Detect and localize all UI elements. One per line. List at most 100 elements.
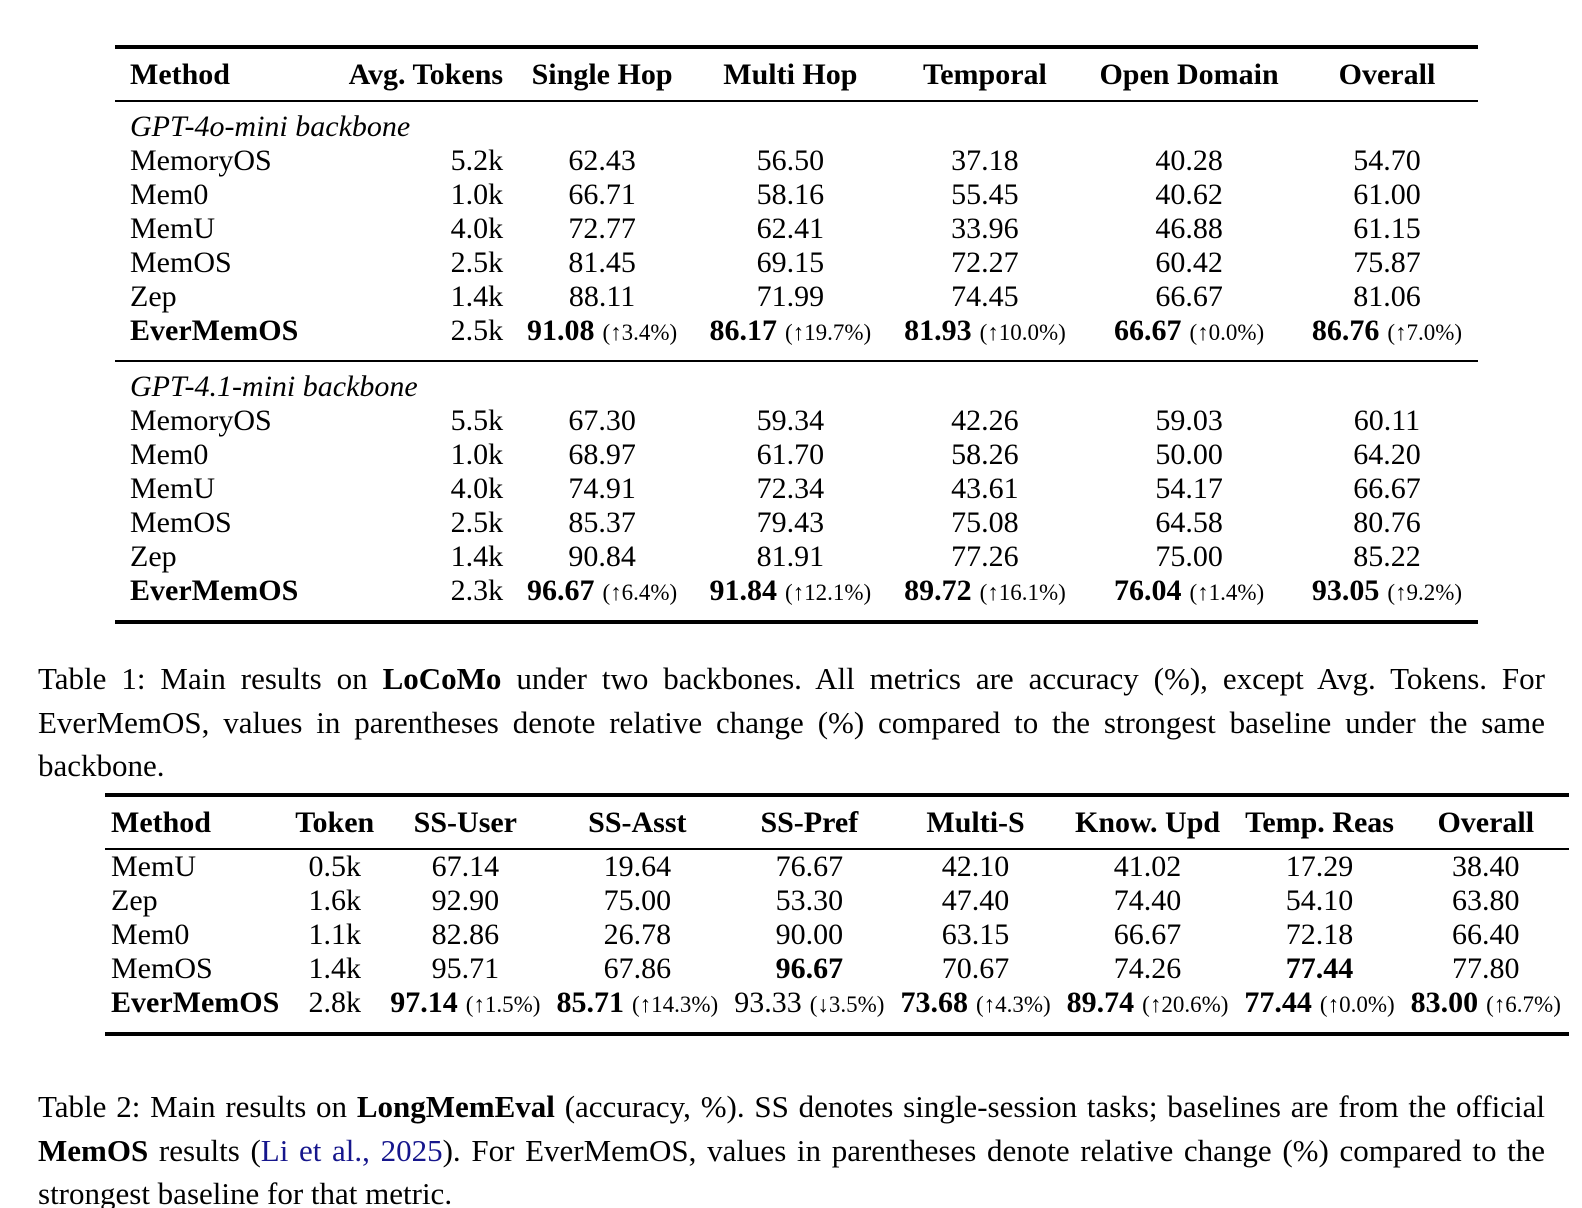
metric-cell: 77.26 bbox=[888, 540, 1083, 574]
metric-value: 81.45 bbox=[568, 246, 636, 279]
metric-cell: 76.67 bbox=[726, 849, 892, 884]
metric-value: 83.00 bbox=[1410, 986, 1479, 1019]
metric-value: 42.10 bbox=[941, 850, 1010, 883]
metric-value: 59.34 bbox=[756, 404, 825, 437]
metric-value: 81.93 bbox=[904, 314, 972, 347]
metric-value: 50.00 bbox=[1155, 438, 1223, 471]
relative-change-note: (↑12.1%) bbox=[784, 580, 872, 605]
metric-value: 54.70 bbox=[1353, 144, 1421, 177]
tokens-cell: 2.5k bbox=[450, 246, 504, 279]
metric-value: 85.37 bbox=[568, 506, 636, 539]
metric-value: 76.67 bbox=[775, 850, 844, 883]
locomo-results-table: Method Avg. Tokens Single Hop Multi Hop Temp… bbox=[115, 45, 1478, 624]
metric-cell: 85.22 bbox=[1296, 540, 1478, 574]
table-row: MemOS 2.5k 85.37 79.43 75.08 64.58 80.76 bbox=[115, 506, 1478, 540]
metric-cell: 62.41 bbox=[693, 212, 888, 246]
metric-cell: 96.67 (↑6.4%) bbox=[511, 574, 693, 622]
metric-value: 85.22 bbox=[1353, 540, 1421, 573]
metric-cell: 59.34 bbox=[693, 404, 888, 438]
metric-cell: 61.15 bbox=[1296, 212, 1478, 246]
metric-cell: 66.40 bbox=[1403, 918, 1569, 952]
metric-value: 88.11 bbox=[568, 280, 636, 313]
metric-cell: 40.28 bbox=[1082, 144, 1296, 178]
metric-value: 67.86 bbox=[603, 952, 672, 985]
metric-cell: 74.45 bbox=[888, 280, 1083, 314]
metric-value: 77.44 bbox=[1244, 986, 1312, 1019]
metric-cell: 66.67 (↑0.0%) bbox=[1082, 314, 1296, 361]
metric-value: 46.88 bbox=[1155, 212, 1223, 245]
metric-cell: 17.29 bbox=[1236, 849, 1402, 884]
metric-value: 72.18 bbox=[1285, 918, 1354, 951]
caption-segment: ). For EverMemOS, values in parentheses … bbox=[38, 1132, 1545, 1208]
header-cell-avg-tokens: Avg. Tokens bbox=[324, 47, 512, 102]
metric-cell: 91.84 (↑12.1%) bbox=[693, 574, 888, 622]
metric-value: 63.15 bbox=[941, 918, 1010, 951]
tokens-cell: 2.8k bbox=[308, 986, 362, 1019]
metric-value: 96.67 bbox=[775, 952, 844, 985]
metric-cell: 43.61 bbox=[888, 472, 1083, 506]
metric-cell: 68.97 bbox=[511, 438, 693, 472]
caption-segment: Table 1: Main results on bbox=[38, 661, 383, 696]
metric-value: 75.00 bbox=[1155, 540, 1223, 573]
metric-value: 38.40 bbox=[1452, 850, 1520, 883]
table-row: MemoryOS 5.2k 62.43 56.50 37.18 40.28 54.70 bbox=[115, 144, 1478, 178]
tokens-cell: 1.4k bbox=[308, 952, 362, 985]
table-row: EverMemOS 2.5k 91.08 (↑3.4%) 86.17 (↑19.7%) 81… bbox=[115, 314, 1478, 361]
metric-value: 43.61 bbox=[951, 472, 1019, 505]
method-cell: EverMemOS bbox=[111, 986, 280, 1019]
metric-value: 40.62 bbox=[1155, 178, 1223, 211]
caption-segment: LongMemEval bbox=[356, 1089, 555, 1124]
metric-value: 60.42 bbox=[1155, 246, 1223, 279]
metric-value: 77.44 bbox=[1285, 952, 1354, 985]
method-cell: MemOS bbox=[130, 246, 232, 279]
metric-cell: 86.17 (↑19.7%) bbox=[693, 314, 888, 361]
metric-cell: 58.16 bbox=[693, 178, 888, 212]
metric-value: 64.58 bbox=[1155, 506, 1223, 539]
table-row: Mem0 1.1k 82.86 26.78 90.00 63.15 66.67 72.18 66… bbox=[105, 918, 1569, 952]
metric-cell: 71.99 bbox=[693, 280, 888, 314]
metric-value: 95.71 bbox=[431, 952, 500, 985]
metric-cell: 75.08 bbox=[888, 506, 1083, 540]
metric-value: 93.33 bbox=[734, 986, 802, 1019]
table-row: EverMemOS 2.3k 96.67 (↑6.4%) 91.84 (↑12.1%) 89… bbox=[115, 574, 1478, 622]
metric-value: 73.68 bbox=[900, 986, 968, 1019]
metric-value: 72.77 bbox=[568, 212, 636, 245]
metric-value: 70.67 bbox=[941, 952, 1010, 985]
metric-cell: 77.80 bbox=[1403, 952, 1569, 986]
table-row: MemOS 1.4k 95.71 67.86 96.67 70.67 74.26 77.44 7… bbox=[105, 952, 1569, 986]
metric-value: 66.40 bbox=[1452, 918, 1520, 951]
metric-cell: 90.00 bbox=[726, 918, 892, 952]
metric-cell: 66.67 bbox=[1059, 918, 1237, 952]
metric-cell: 93.33 (↓3.5%) bbox=[726, 986, 892, 1034]
metric-value: 61.15 bbox=[1353, 212, 1421, 245]
metric-value: 71.99 bbox=[756, 280, 825, 313]
metric-cell: 88.11 bbox=[511, 280, 693, 314]
header-cell-ss-asst: SS-Asst bbox=[548, 795, 727, 850]
metric-cell: 54.70 bbox=[1296, 144, 1478, 178]
metric-cell: 81.93 (↑10.0%) bbox=[888, 314, 1083, 361]
metric-value: 96.67 bbox=[526, 574, 595, 607]
metric-value: 59.03 bbox=[1155, 404, 1223, 437]
metric-cell: 42.26 bbox=[888, 404, 1083, 438]
caption-segment: LoCoMo bbox=[382, 661, 502, 696]
header-cell-temp-reas: Temp. Reas bbox=[1236, 795, 1403, 850]
metric-cell: 55.45 bbox=[888, 178, 1083, 212]
metric-cell: 63.15 bbox=[892, 918, 1058, 952]
metric-value: 42.26 bbox=[951, 404, 1019, 437]
metric-value: 63.80 bbox=[1452, 884, 1520, 917]
table-row: Zep 1.4k 88.11 71.99 74.45 66.67 81.06 bbox=[115, 280, 1478, 314]
table2-header-row: Method Token SS-User SS-Asst SS-Pref Multi-S K… bbox=[105, 795, 1569, 850]
metric-value: 61.70 bbox=[756, 438, 825, 471]
metric-value: 54.10 bbox=[1285, 884, 1354, 917]
metric-value: 76.04 bbox=[1113, 574, 1182, 607]
citation-link[interactable]: Li et al., 2025 bbox=[260, 1132, 443, 1168]
metric-cell: 66.67 bbox=[1082, 280, 1296, 314]
metric-cell: 63.80 bbox=[1403, 884, 1569, 918]
tokens-cell: 4.0k bbox=[450, 212, 504, 245]
relative-change-note: (↑6.7%) bbox=[1486, 992, 1561, 1017]
table-row: MemOS 2.5k 81.45 69.15 72.27 60.42 75.87 bbox=[115, 246, 1478, 280]
tokens-cell: 2.3k bbox=[450, 574, 504, 607]
metric-cell: 70.67 bbox=[892, 952, 1058, 986]
metric-value: 62.43 bbox=[568, 144, 636, 177]
table-row: Zep 1.6k 92.90 75.00 53.30 47.40 74.40 54.10 63.… bbox=[105, 884, 1569, 918]
